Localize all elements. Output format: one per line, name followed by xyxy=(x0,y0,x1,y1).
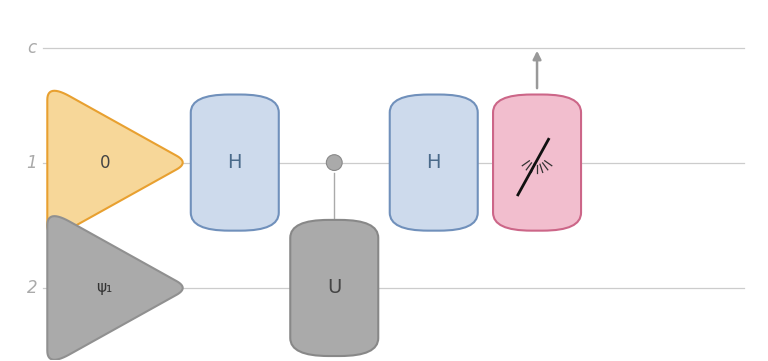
FancyBboxPatch shape xyxy=(493,95,581,231)
Text: 0: 0 xyxy=(99,153,110,171)
Text: c: c xyxy=(28,39,37,57)
Text: H: H xyxy=(227,153,242,172)
FancyBboxPatch shape xyxy=(290,220,379,356)
Text: 2: 2 xyxy=(27,279,38,297)
Polygon shape xyxy=(48,91,183,234)
Ellipse shape xyxy=(326,155,343,170)
Text: 1: 1 xyxy=(27,153,38,171)
Polygon shape xyxy=(48,216,183,360)
FancyBboxPatch shape xyxy=(389,95,478,231)
Text: ψ₁: ψ₁ xyxy=(97,280,113,295)
Text: H: H xyxy=(426,153,441,172)
Text: U: U xyxy=(327,278,342,297)
FancyBboxPatch shape xyxy=(190,95,279,231)
